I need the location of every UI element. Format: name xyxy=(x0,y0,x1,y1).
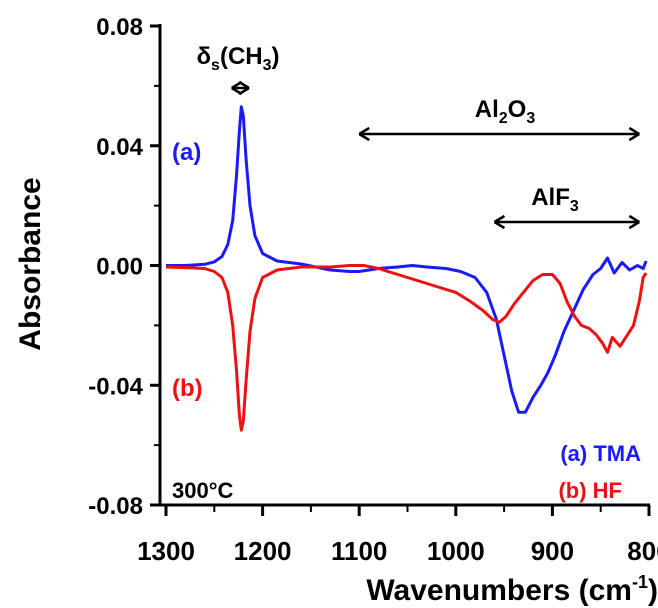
x-tick-label: 800 xyxy=(627,536,658,566)
y-tick-label: 0.00 xyxy=(96,254,143,281)
legend-entry-tma: (a) TMA xyxy=(560,441,641,466)
trace-label-a: (a) xyxy=(172,139,201,166)
x-tick-label: 1100 xyxy=(331,536,387,566)
y-tick-label: 0.04 xyxy=(96,134,143,161)
x-tick-label: 1000 xyxy=(427,536,485,566)
series-line-hf xyxy=(165,264,648,432)
annotation-arrow xyxy=(493,214,640,230)
annotation-ch3-label: δs(CH3) xyxy=(196,43,279,74)
series-line-tma xyxy=(166,105,648,414)
y-axis-ticks: 0.08 0.04 0.00 -0.04 -0.08 xyxy=(88,14,160,520)
temperature-label: 300°C xyxy=(172,478,234,503)
annotation-arrow xyxy=(231,80,250,96)
legend: (a) TMA (b) HF xyxy=(558,441,641,503)
x-axis-title: Wavenumbers (cm-1) xyxy=(366,572,658,607)
annotation-al2o3-label: Al2O3 xyxy=(475,96,536,127)
x-tick-label: 900 xyxy=(531,536,574,566)
y-tick-label: 0.08 xyxy=(96,14,143,41)
y-tick-label: -0.04 xyxy=(88,373,143,400)
y-axis-title: Absorbance xyxy=(14,177,47,350)
annotation-alf3-label: AlF3 xyxy=(531,184,579,215)
annotation-arrow xyxy=(358,126,640,142)
legend-entry-hf: (b) HF xyxy=(558,478,622,503)
x-tick-label: 1200 xyxy=(234,536,292,566)
annotations-group: δs(CH3) Al2O3 AlF3 xyxy=(196,43,640,230)
x-axis-ticks: 1300 1200 1100 1000 900 800 xyxy=(137,505,658,566)
trace-label-b: (b) xyxy=(172,375,203,402)
y-tick-label: -0.08 xyxy=(88,493,143,520)
series-group xyxy=(165,105,648,432)
x-tick-label: 1300 xyxy=(137,536,195,566)
annotation-arrows xyxy=(231,80,640,230)
